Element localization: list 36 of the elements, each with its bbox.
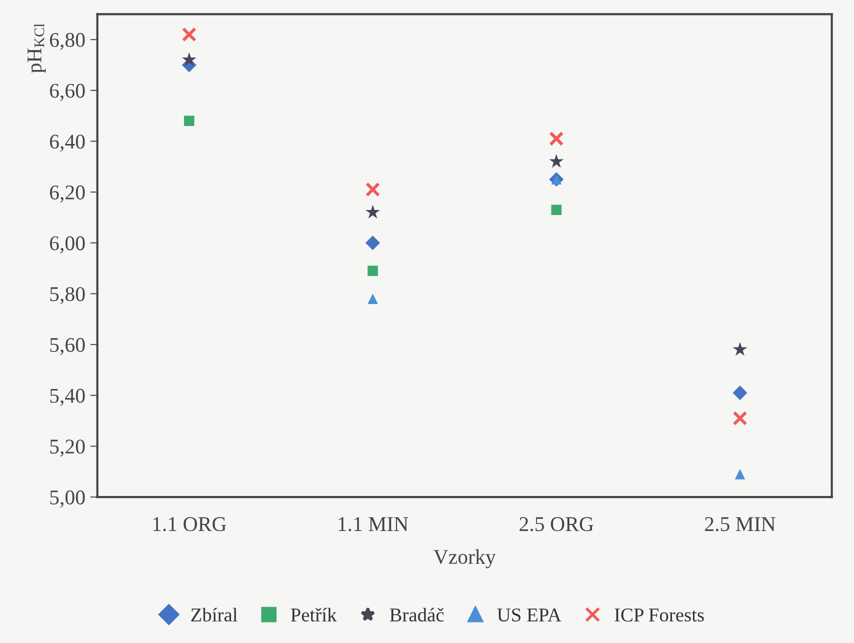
y-tick-label: 6,60: [50, 84, 85, 101]
point: [368, 294, 378, 304]
point: [732, 342, 748, 356]
y-tick-label: 6,00: [50, 236, 85, 254]
point: [365, 236, 380, 250]
legend-label: Zbíral: [191, 608, 238, 622]
point: [734, 469, 746, 480]
y-tick-label: 5,40: [50, 388, 85, 406]
y-tick-label: 6,80: [50, 32, 85, 50]
point: [368, 266, 378, 276]
x-axis-title: Vzorky: [434, 549, 496, 568]
x-tick-label: 1.1 ORG: [153, 517, 226, 532]
point: [182, 27, 196, 42]
y-axis-title: pH$_{KCl}$: [28, 24, 46, 73]
y-tick-label: 5,80: [50, 287, 85, 304]
x-tick-label: 2.5 ORG: [520, 517, 594, 532]
y-tick-label: 5,60: [50, 338, 85, 355]
point: [184, 116, 194, 126]
x-tick-label: 1.1 MIN: [338, 517, 408, 532]
point: [551, 204, 562, 215]
point: [182, 52, 196, 66]
point: [549, 131, 564, 146]
legend-label: Bradáč: [390, 608, 444, 622]
point: [365, 182, 380, 197]
point: [732, 386, 748, 400]
legend-label: Petřík: [290, 608, 337, 622]
point: [366, 204, 380, 219]
x-tick-label: 2.5 MIN: [705, 517, 776, 532]
point: [549, 154, 564, 168]
legend-label: ICP Forests: [614, 608, 704, 622]
y-tick-label: 6,20: [50, 185, 85, 202]
legend-label: US EPA: [497, 608, 562, 622]
y-tick-label: 5,20: [50, 440, 85, 457]
y-tick-label: 5,00: [50, 490, 85, 508]
point: [732, 410, 748, 426]
y-tick-label: 6,40: [50, 134, 85, 152]
